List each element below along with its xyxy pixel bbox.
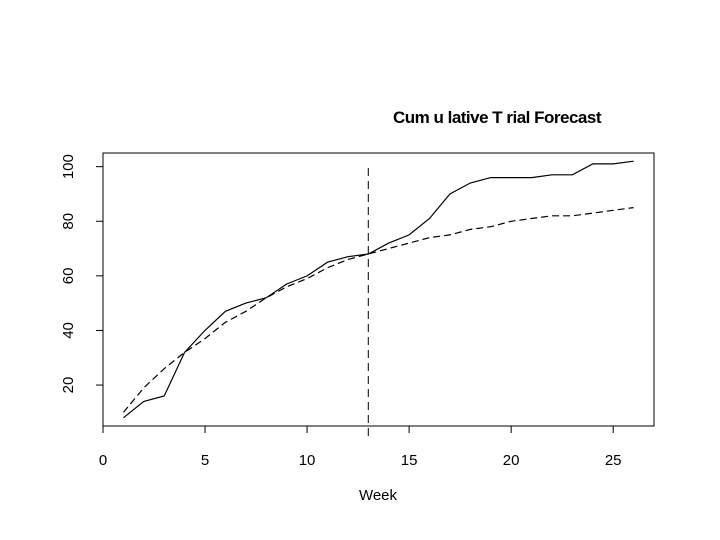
chart-marks: 0 5 10 15 20 25 20 40 60 80 100 [60,154,634,469]
x-tick-label: 10 [299,452,316,469]
y-tick-label: 40 [60,322,77,339]
x-tick-label: 5 [201,452,209,469]
x-axis-label: Week [359,487,398,504]
x-tick-label: 15 [401,452,418,469]
actual-series-line [123,160,634,419]
x-tick-label: 0 [99,452,107,469]
x-tick-label: 25 [605,452,622,469]
forecast-series-line [122,207,634,413]
chart-title: Cum u lative T rial Forecast [393,108,602,127]
y-tick-label: 100 [60,154,77,179]
y-tick-label: 20 [60,377,77,394]
y-tick-label: 80 [60,213,77,230]
y-tick-label: 60 [60,268,77,285]
plot-frame [102,152,655,427]
x-tick-label: 20 [503,452,520,469]
